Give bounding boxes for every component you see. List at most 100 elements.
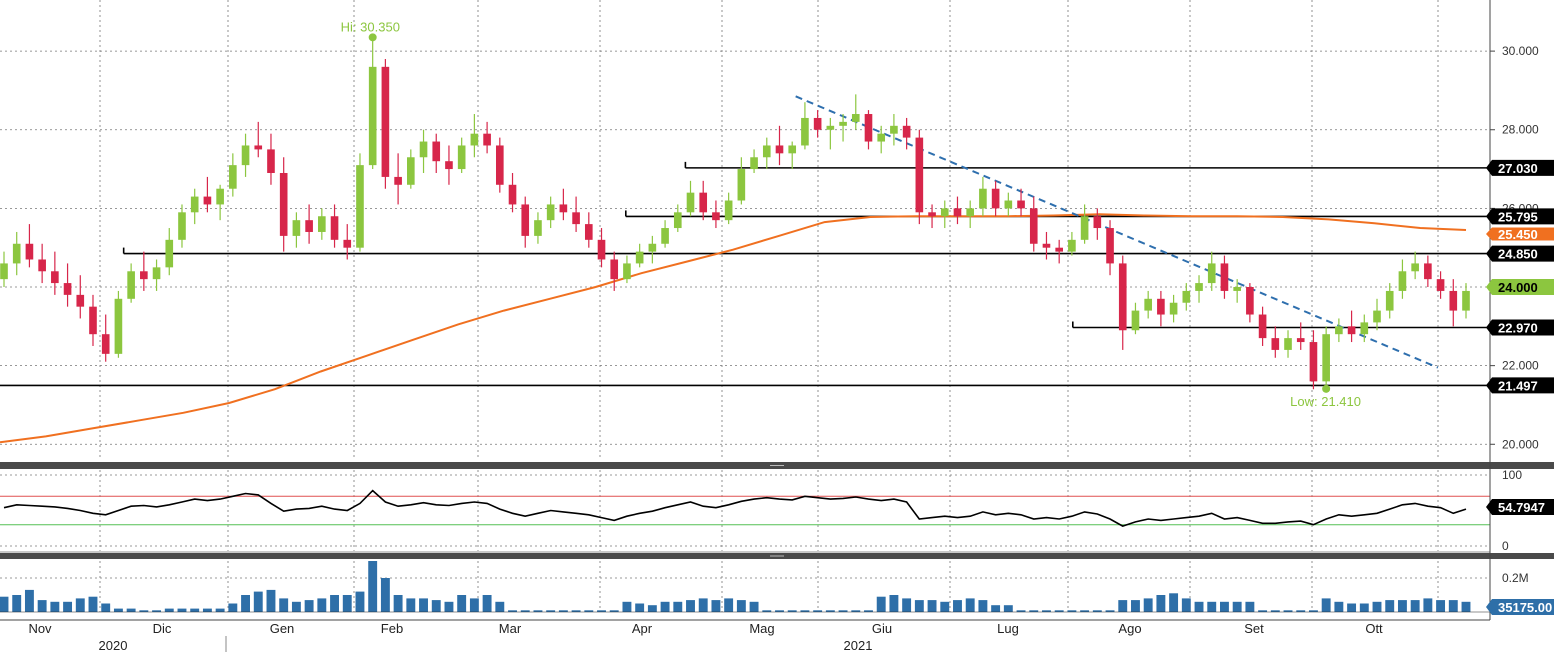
candle-body [1246, 287, 1254, 315]
candle-body [1055, 247, 1063, 252]
candle-body [686, 192, 695, 213]
level-badge: 27.030 [1498, 161, 1538, 176]
candle-body [635, 251, 644, 264]
candle-body [51, 271, 59, 284]
candle-body [762, 145, 771, 158]
trendline [795, 95, 1439, 369]
candle-body [1131, 310, 1140, 331]
candle-body [788, 145, 797, 154]
volume-bar [800, 610, 810, 612]
volume-bar [1092, 610, 1102, 612]
volume-bar [101, 603, 111, 612]
month-label: Giu [872, 621, 892, 636]
volume-bar [1397, 600, 1407, 612]
candles [0, 35, 1470, 390]
candle-body [203, 196, 212, 205]
volume-bar [139, 610, 149, 612]
candle-body [1144, 298, 1152, 311]
candle-body [953, 208, 962, 217]
candle-body [1309, 342, 1318, 382]
year-label: 2021 [844, 638, 873, 653]
candle-body [1385, 290, 1394, 311]
month-label: Set [1244, 621, 1264, 636]
candle-body [902, 125, 911, 138]
candle-body [597, 239, 606, 260]
price-tick-label: 22.000 [1502, 359, 1539, 373]
volume-bar [851, 610, 861, 612]
candle-body [38, 259, 46, 272]
volume-bar [1270, 610, 1280, 612]
volume-bar [431, 600, 441, 612]
volume-bar [1283, 610, 1293, 612]
candle-body [356, 165, 364, 248]
rsi-last-badge-bg [1486, 499, 1554, 515]
volume-bar [342, 595, 352, 612]
month-label: Gen [270, 621, 295, 636]
volume-bar [164, 608, 174, 612]
candle-body [1068, 239, 1076, 252]
volume-bar [202, 608, 212, 612]
volume-bar [1423, 598, 1433, 612]
volume-bar [978, 600, 988, 612]
candle-body [775, 145, 784, 154]
volume-bar [355, 591, 365, 612]
volume-bar [317, 598, 327, 612]
last-price-badge: 24.000 [1498, 280, 1538, 295]
volume-bar [88, 596, 98, 612]
volume-tick-label: 0.2M [1502, 571, 1529, 585]
volume-bar [24, 589, 34, 612]
candle-body [1106, 228, 1114, 264]
volume-last-badge: 35175.00 [1498, 600, 1552, 615]
candle-body [445, 161, 453, 170]
volume-bar [241, 595, 250, 612]
candle-body [610, 259, 619, 280]
volume-bar [1207, 601, 1217, 612]
volume-bar [1308, 610, 1318, 612]
volume-bar [597, 610, 606, 612]
volume-bar [762, 610, 772, 612]
panel-separators[interactable] [0, 462, 1554, 559]
volume-bar [927, 600, 937, 612]
volume-bar [686, 600, 695, 612]
candle-body [12, 243, 21, 264]
candle-body [432, 141, 441, 162]
candle-body [737, 169, 746, 201]
volume-bar [609, 610, 619, 612]
month-label: Dic [153, 621, 172, 636]
volume-bar [711, 600, 721, 612]
candle-body [483, 133, 491, 146]
volume-bar [1143, 598, 1153, 612]
volume-bar [1245, 601, 1255, 612]
candle-body [254, 145, 263, 150]
volume-bar [1436, 600, 1446, 612]
level-badge: 24.850 [1498, 247, 1538, 262]
month-label: Ott [1365, 621, 1383, 636]
volume-bar [1181, 598, 1191, 612]
volume-bar [266, 589, 276, 612]
volume-bar [1347, 603, 1357, 612]
month-label: Nov [28, 621, 52, 636]
month-label: Mag [749, 621, 774, 636]
hi-annotation: Hi: 30.350 [341, 19, 400, 34]
candle-body [1258, 314, 1267, 339]
candle-body [25, 243, 34, 260]
candle-body [1411, 263, 1419, 272]
candle-body [940, 208, 949, 217]
volume-bar [75, 598, 85, 612]
candle-body [864, 114, 873, 142]
candle-body [1233, 287, 1241, 291]
candle-body [305, 220, 313, 232]
volume-bar [876, 596, 886, 612]
candle-body [318, 216, 326, 232]
level-badge-bg [1486, 208, 1554, 225]
candle-body [1347, 326, 1356, 335]
candle-body [343, 239, 352, 248]
rsi-last-badge: 54.7947 [1498, 500, 1545, 515]
volume-bar [368, 561, 378, 612]
candle-body [534, 220, 542, 236]
volume-bar [482, 595, 492, 612]
candle-body [470, 133, 479, 146]
level-badge: 25.795 [1498, 209, 1538, 224]
price-tick-label: 30.000 [1502, 44, 1539, 58]
